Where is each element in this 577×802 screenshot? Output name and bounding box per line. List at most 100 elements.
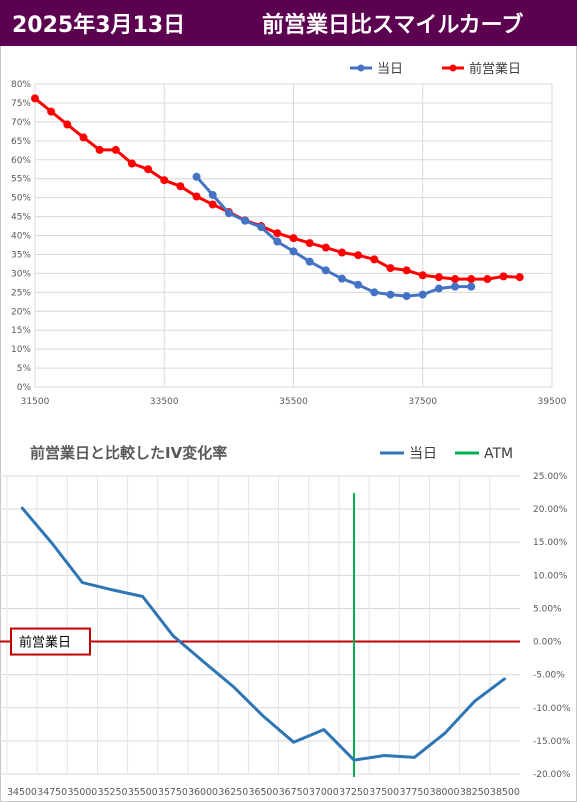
data-point [451,282,460,291]
data-point [171,634,175,637]
legend-label: 当日 [377,62,403,77]
series-line [20,506,506,762]
legend-marker [449,64,457,72]
legend-marker [357,64,365,72]
y-tick-label: 0.00% [533,638,562,648]
zero-line-label-box [10,627,91,656]
x-tick-label: 38500 [490,787,520,798]
zero-line-label: 前営業日 [19,635,71,651]
y-tick-label: 65% [11,137,31,147]
data-point [63,120,72,129]
data-point [160,176,169,185]
y-tick-label: 0% [17,383,32,393]
x-tick-label: 36000 [188,787,218,798]
x-tick-label: 35750 [158,787,188,798]
y-tick-label: 15% [11,326,31,336]
legend-label: 当日 [409,446,437,462]
data-point [95,145,104,154]
data-point [50,542,54,545]
smile-curve-chart: 0% 5% 10% 15% 20% 25% 30% 35% 40% 45% 50% 55% 60% 65%… [11,61,567,407]
data-point [47,107,56,116]
data-point [201,660,205,663]
y-tick-label: 5.00% [533,604,562,614]
data-point [402,292,411,301]
data-point [337,248,346,257]
y-tick-label: 15.00% [533,538,568,548]
y-tick-label: -20.00% [533,770,571,780]
chart-title: 前営業日と比較したIV変化率 [30,444,227,462]
x-tick-label: 35000 [67,787,97,798]
data-point [111,588,114,592]
data-point [515,273,524,282]
data-point [79,133,88,142]
x-tick-label: 37750 [399,787,429,798]
y-tick-label: 5% [17,364,32,374]
data-point [386,290,395,299]
y-tick-label: 10% [11,345,31,355]
data-point [262,715,265,718]
data-point [224,209,233,218]
data-point [483,275,492,284]
y-tick-label: 10.00% [533,571,568,581]
data-point [352,758,356,762]
data-point [141,595,144,598]
x-tick-label: 39500 [538,397,567,407]
x-tick-label: 31500 [21,397,50,407]
data-point [467,282,476,291]
data-point [257,223,266,232]
legend-label: ATM [484,446,513,462]
data-point [382,754,386,757]
y-tick-label: -5.00% [533,671,565,681]
data-point [20,506,24,509]
x-tick-label: 37250 [339,787,369,798]
y-tick-label: 55% [11,175,31,185]
data-point [176,182,185,191]
data-point [289,234,298,243]
y-tick-label: 75% [11,99,31,109]
data-point [292,741,295,744]
series-line [195,175,472,298]
series-line [34,97,520,281]
x-tick-label: 37500 [408,397,437,407]
x-tick-label: 36750 [279,787,309,798]
data-point [192,192,201,201]
data-point [31,94,39,103]
y-tick-label: 20.00% [533,505,568,515]
x-tick-label: 33500 [150,397,179,407]
y-tick-label: 80% [11,80,31,90]
data-point [473,699,476,703]
data-point [499,272,508,281]
iv-change-chart: 前営業日と比較したIV変化率 当日 ATM 25.00% 20.00% 15.00% 10.… [0,444,571,798]
data-point [322,728,326,731]
data-point [413,756,416,759]
data-point [434,273,443,282]
data-point [370,255,379,264]
y-tick-label: 25% [11,288,31,298]
y-tick-label: 50% [11,194,31,204]
data-point [232,685,235,688]
y-tick-label: -10.00% [533,704,571,714]
x-tick-label: 36250 [218,787,248,798]
data-point [111,145,120,154]
header-date: 2025年3月13日 [12,13,186,38]
data-point [418,290,427,299]
data-point [370,288,379,297]
x-tick-label: 37000 [309,787,339,798]
data-point [443,732,446,735]
x-tick-label: 38000 [430,787,460,798]
x-tick-label: 38250 [460,787,490,798]
y-tick-label: 20% [11,307,31,317]
y-tick-label: 40% [11,232,31,242]
data-point [386,264,395,273]
data-point [418,271,427,280]
header-bar: 2025年3月13日 前営業日比スマイルカーブ [0,0,577,46]
data-point [503,677,507,680]
x-tick-label: 34750 [37,787,67,798]
y-tick-label: 45% [11,213,31,223]
x-tick-label: 35500 [128,787,158,798]
data-point [81,581,84,584]
data-point [354,251,363,260]
data-point [144,165,153,174]
y-tick-label: 30% [11,269,31,279]
data-point [289,247,298,256]
